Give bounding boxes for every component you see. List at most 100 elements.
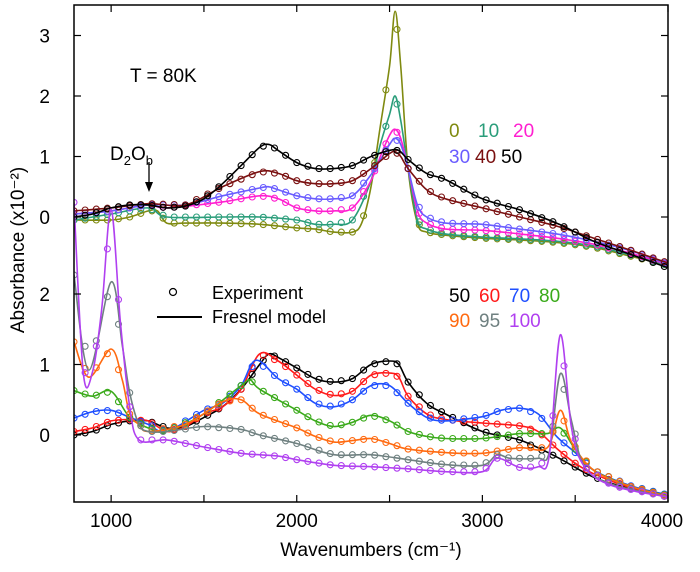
experiment-point <box>415 177 423 185</box>
experiment-point <box>515 430 524 438</box>
experiment-point <box>627 485 635 494</box>
experiment-point <box>560 223 568 231</box>
legend-entry-60: 60 <box>479 286 500 307</box>
experiment-point <box>560 457 568 465</box>
experiment-point <box>293 456 301 464</box>
experiment-point <box>226 424 234 433</box>
experiment-point <box>81 425 89 433</box>
experiment-point <box>426 171 434 179</box>
experiment-point <box>248 429 256 437</box>
experiment-point <box>360 435 368 443</box>
experiment-point <box>382 86 390 94</box>
experiment-point <box>460 415 468 423</box>
experiment-point <box>248 363 256 371</box>
experiment-point <box>304 162 312 170</box>
experiment-point <box>460 185 468 193</box>
experiment-point <box>382 358 390 366</box>
experiment-point <box>538 459 546 467</box>
experiment-point <box>649 258 657 267</box>
experiment-point <box>437 460 446 468</box>
experiment-point <box>426 401 434 409</box>
series-top-50 <box>74 142 668 271</box>
experiment-point <box>415 446 423 454</box>
experiment-point <box>337 437 345 446</box>
experiment-point <box>282 188 290 196</box>
experiment-point <box>170 437 178 445</box>
experiment-point <box>415 430 423 438</box>
experiment-point <box>437 193 446 201</box>
experiment-point <box>304 206 312 214</box>
experiment-point <box>371 435 379 444</box>
experiment-point <box>282 223 290 231</box>
experiment-point <box>449 416 457 424</box>
experiment-point <box>81 410 89 418</box>
experiment-point <box>371 463 379 471</box>
experiment-point <box>471 468 479 476</box>
experiment-point <box>593 472 602 480</box>
experiment-point <box>92 337 100 345</box>
experiment-point <box>527 408 535 416</box>
experiment-point <box>74 338 78 346</box>
experiment-point <box>393 454 401 462</box>
experiment-point <box>426 459 434 467</box>
model-line <box>74 274 668 498</box>
curves <box>74 10 668 500</box>
experiment-point <box>504 202 512 211</box>
experiment-point <box>304 443 312 451</box>
experiment-point <box>293 224 301 232</box>
experiment-point <box>293 159 301 167</box>
experiment-point <box>415 164 423 172</box>
experiment-point <box>270 452 279 460</box>
experiment-point <box>293 439 301 448</box>
experiment-point <box>382 140 390 148</box>
experiment-point <box>337 377 345 385</box>
experiment-point <box>337 390 345 398</box>
model-line <box>74 95 668 267</box>
experiment-point <box>649 490 657 498</box>
experiment-point <box>515 230 524 238</box>
legend-entry-50: 50 <box>449 286 470 307</box>
experiment-point <box>237 382 245 390</box>
temperature-annotation: T = 80K <box>130 66 197 87</box>
experiment-point <box>114 416 123 424</box>
experiment-point <box>515 463 524 471</box>
experiment-point <box>515 404 524 412</box>
experiment-point <box>270 185 279 193</box>
experiment-point <box>437 218 446 226</box>
experiment-point <box>337 400 345 408</box>
experiment-point <box>593 238 602 247</box>
experiment-point <box>415 403 423 411</box>
experiment-point <box>482 434 490 442</box>
experiment-point <box>471 418 479 426</box>
x-tick-label: 1000 <box>90 511 132 532</box>
experiment-point <box>348 396 356 404</box>
experiment-point <box>192 198 201 206</box>
experiment-point <box>538 444 546 452</box>
experiment-point <box>437 416 446 424</box>
experiment-point <box>304 429 312 437</box>
experiment-point <box>226 447 234 455</box>
experiment-point <box>426 188 434 196</box>
experiment-point <box>237 396 245 404</box>
experiment-point <box>337 206 345 214</box>
experiment-point <box>237 162 245 170</box>
experiment-point <box>605 242 613 251</box>
experiment-point <box>527 425 535 433</box>
experiment-point <box>237 188 245 196</box>
experiment-point <box>270 222 279 230</box>
experiment-point <box>404 427 412 436</box>
experiment-point <box>560 231 568 239</box>
d2ob-arrow <box>145 162 153 192</box>
experiment-point <box>360 366 368 374</box>
experiment-point <box>237 213 245 221</box>
experiment-point <box>114 398 123 406</box>
legend-bottom: 50 60 70 80 90 95 100 <box>449 286 560 332</box>
experiment-point <box>159 214 167 222</box>
experiment-point <box>259 192 267 200</box>
experiment-point <box>103 245 111 253</box>
experiment-point <box>315 433 323 442</box>
experiment-point <box>181 420 189 428</box>
series-top-0 <box>74 10 668 269</box>
